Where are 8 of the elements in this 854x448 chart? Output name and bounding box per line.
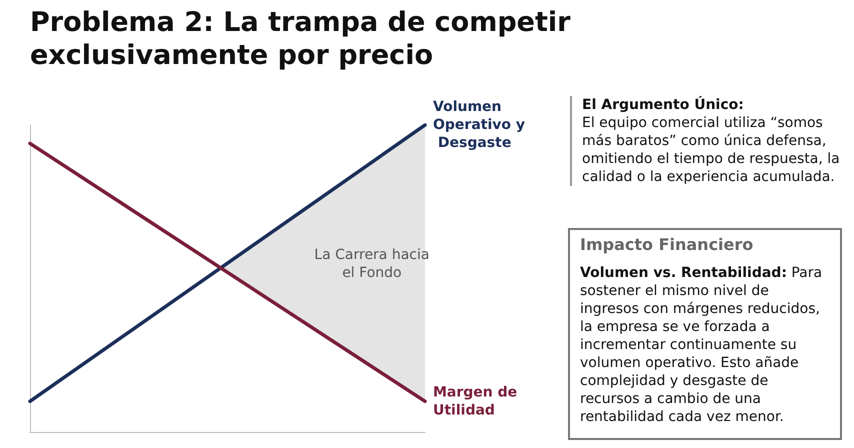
annotation: Volumen vs. Rentabilidad:: [580, 265, 787, 281]
text: El Argumento Único:: [582, 97, 744, 113]
chart-title: Problema 2: La trampa de competir exclusivamente por precio: [30, 6, 572, 72]
annotation: El equipo comercial utiliza “somos más baratos” como única defensa, omitiendo el tiempo de respuesta, la calidad o la experiencia acumulada.: [582, 115, 840, 185]
annotation: La Carrera hacia el Fondo: [313, 246, 430, 282]
series-label: Volumen Operativo y Desgaste: [433, 99, 526, 151]
series-label: Margen de Utilidad: [433, 384, 522, 418]
annotation: Impacto Financiero: [580, 235, 754, 254]
